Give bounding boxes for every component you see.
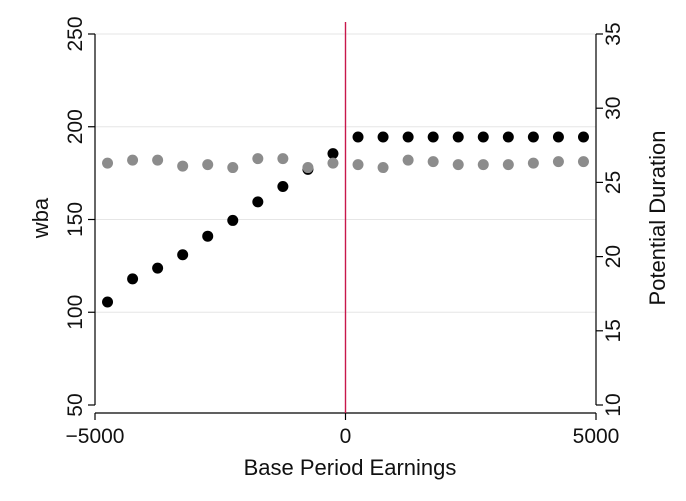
scatter-point-wba: [402, 131, 414, 143]
scatter-point-wba: [102, 296, 114, 308]
scatter-point-duration: [302, 162, 314, 174]
scatter-point-wba: [452, 131, 464, 143]
scatter-point-duration: [477, 159, 489, 171]
scatter-point-duration: [227, 162, 239, 174]
scatter-point-wba: [277, 180, 289, 192]
scatter-point-duration: [277, 153, 289, 165]
scatter-point-wba: [227, 214, 239, 226]
scatter-point-duration: [527, 157, 539, 169]
y-axis-left-title: wba: [28, 197, 53, 239]
scatter-point-wba: [427, 131, 439, 143]
scatter-point-duration: [177, 160, 189, 172]
scatter-point-wba: [127, 273, 139, 285]
scatter-point-duration: [252, 153, 264, 165]
x-axis-title: Base Period Earnings: [244, 455, 457, 480]
scatter-point-wba: [202, 230, 214, 242]
y-left-tick-label: 250: [64, 16, 87, 51]
y-left-tick-label: 50: [64, 393, 87, 416]
scatter-point-wba: [177, 249, 189, 261]
scatter-point-wba: [352, 131, 364, 143]
scatter-point-duration: [102, 157, 114, 169]
y-right-tick-label: 15: [602, 319, 625, 342]
scatter-point-duration: [377, 162, 389, 174]
scatter-point-wba: [552, 131, 564, 143]
y-right-tick-label: 25: [602, 171, 625, 194]
y-left-tick-label: 100: [64, 295, 87, 330]
y-right-tick-label: 20: [602, 245, 625, 268]
scatter-point-duration: [452, 159, 464, 171]
y-right-tick-label: 10: [602, 393, 625, 416]
scatter-point-duration: [402, 154, 414, 166]
x-tick-label: −5000: [66, 425, 125, 448]
scatter-point-wba: [377, 131, 389, 143]
scatter-point-duration: [552, 156, 564, 168]
scatter-point-duration: [427, 156, 439, 168]
scatter-point-wba: [477, 131, 489, 143]
y-right-tick-label: 35: [602, 22, 625, 45]
y-left-tick-label: 150: [64, 202, 87, 237]
y-left-tick-label: 200: [64, 109, 87, 144]
scatter-point-duration: [577, 156, 589, 168]
scatter-point-wba: [577, 131, 589, 143]
x-tick-label: 5000: [573, 425, 620, 448]
scatter-point-duration: [202, 159, 214, 171]
scatter-point-wba: [252, 196, 264, 208]
scatter-point-wba: [327, 148, 339, 160]
y-right-tick-label: 30: [602, 97, 625, 120]
scatter-point-duration: [327, 157, 339, 169]
scatter-point-duration: [352, 159, 364, 171]
scatter-point-wba: [152, 262, 164, 274]
scatter-point-duration: [152, 154, 164, 166]
scatter-point-duration: [127, 154, 139, 166]
y-axis-right-title: Potential Duration: [645, 131, 670, 306]
x-tick-label: 0: [340, 425, 352, 448]
data-series: [102, 131, 589, 308]
scatter-point-wba: [527, 131, 539, 143]
scatter-point-wba: [502, 131, 514, 143]
scatter-point-duration: [502, 159, 514, 171]
axes: −5000 0 5000 50 100 150 200 250 10 15 20 25 30 35: [64, 16, 625, 448]
